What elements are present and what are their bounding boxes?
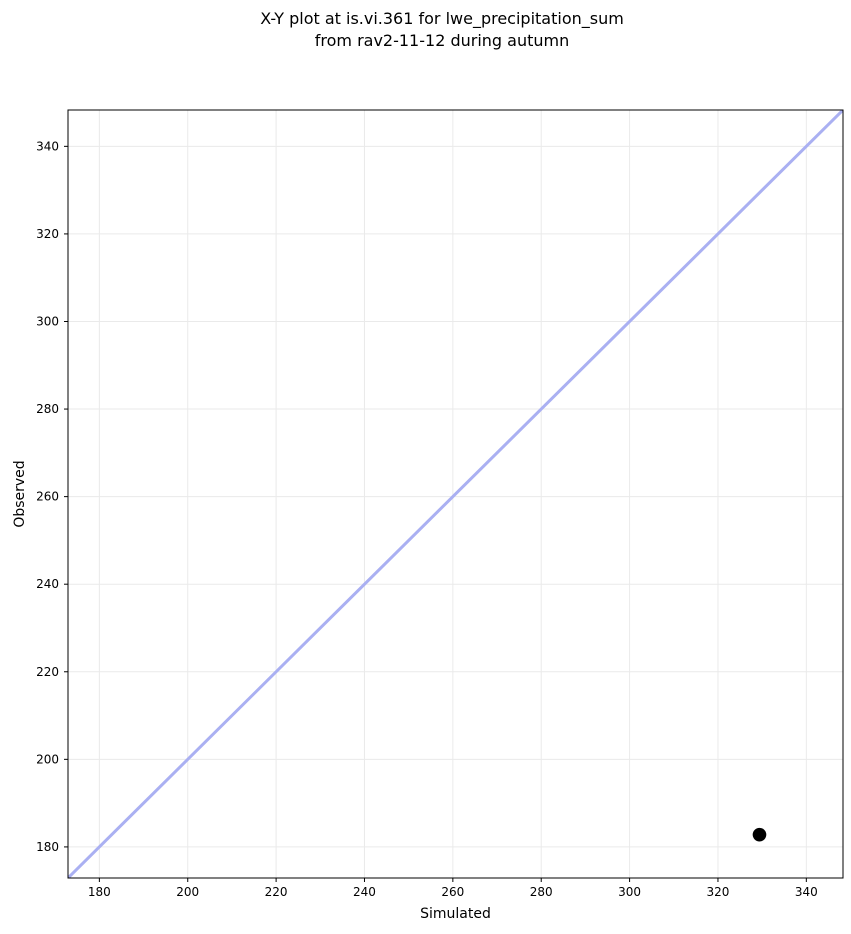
y-tick-label-300: 300 (36, 314, 59, 328)
y-tick-label-220: 220 (36, 665, 59, 679)
x-tick-label-220: 220 (265, 885, 288, 899)
x-tick-label-240: 240 (353, 885, 376, 899)
x-tick-label-280: 280 (530, 885, 553, 899)
y-tick-label-340: 340 (36, 139, 59, 153)
gridlines (68, 110, 843, 878)
y-tick-label-180: 180 (36, 840, 59, 854)
y-tick-label-200: 200 (36, 752, 59, 766)
scatter-points (752, 827, 767, 842)
chart-title: X-Y plot at is.vi.361 for lwe_precipitat… (33, 8, 851, 52)
x-axis-ticks: 180 200 220 240 260 280 300 320 340 (88, 878, 818, 899)
y-axis-label: Observed (12, 460, 28, 527)
y-tick-label-260: 260 (36, 490, 59, 504)
y-axis-ticks: 180 200 220 240 260 280 300 320 340 (36, 139, 68, 854)
x-tick-label-300: 300 (618, 885, 641, 899)
chart-title-line1: X-Y plot at is.vi.361 for lwe_precipitat… (260, 9, 624, 28)
chart-title-line2: from rav2-11-12 during autumn (314, 31, 570, 50)
y-tick-label-280: 280 (36, 402, 59, 416)
x-tick-label-340: 340 (795, 885, 818, 899)
y-tick-label-240: 240 (36, 577, 59, 591)
plot-frame (67, 109, 844, 879)
x-axis-label: Simulated (420, 906, 491, 922)
identity-line (68, 110, 843, 878)
y-tick-label-320: 320 (36, 227, 59, 241)
x-tick-label-260: 260 (441, 885, 464, 899)
data-point (752, 827, 767, 842)
x-tick-label-320: 320 (707, 885, 730, 899)
x-tick-label-180: 180 (88, 885, 111, 899)
x-tick-label-200: 200 (176, 885, 199, 899)
